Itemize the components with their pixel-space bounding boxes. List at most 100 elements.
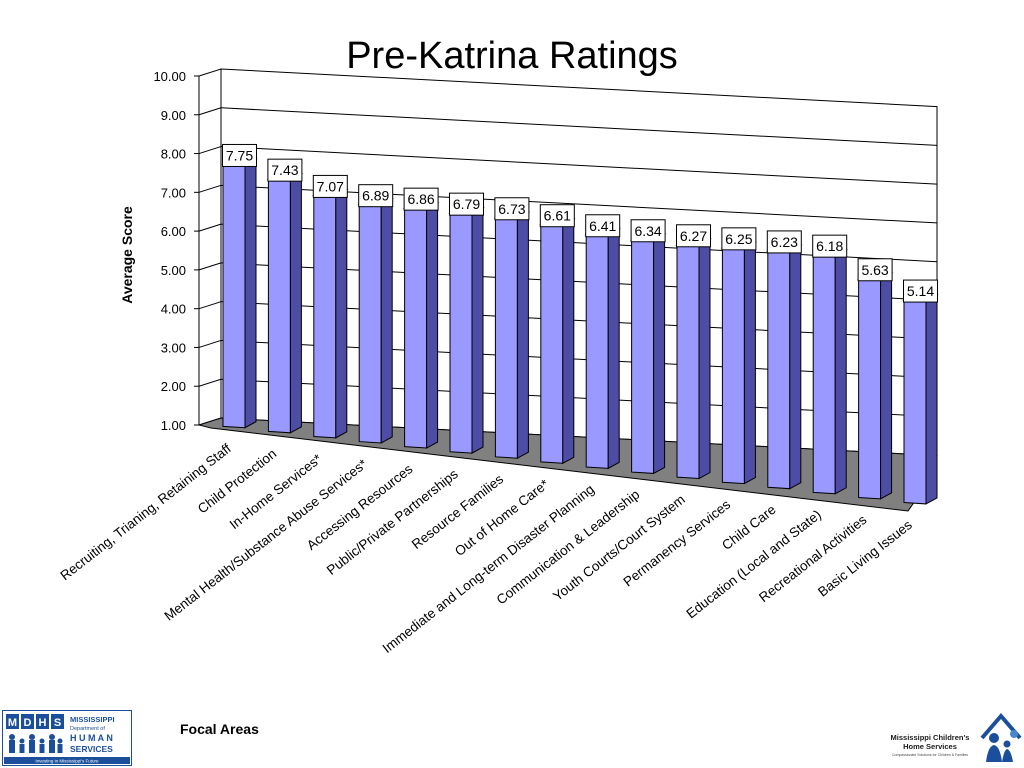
gridline-side [198, 262, 222, 271]
bar-side [834, 248, 847, 495]
data-label: 6.27 [680, 228, 707, 244]
mdhs-line-3: H U M A N [70, 733, 113, 743]
data-label: 6.23 [771, 234, 798, 250]
y-tick-label: 4.00 [161, 302, 186, 317]
y-tick-label: 9.00 [161, 108, 186, 123]
y-axis-title: Average Score [119, 206, 135, 304]
data-label: 6.41 [589, 218, 616, 234]
mdhs-letter: H [39, 717, 47, 729]
bar-side [653, 233, 666, 475]
data-label-box [312, 174, 348, 198]
mdhs-letter: S [54, 717, 61, 729]
house-family-icon [980, 712, 1022, 762]
bar [540, 224, 564, 464]
plot-area: 1.00 2.00 3.00 4.00 5.00 6.00 7.00 8.00 9.00 10.0… [57, 68, 939, 656]
data-label: 6.25 [725, 231, 752, 247]
bar [222, 163, 246, 429]
x-category-label: Out of Home Care* [452, 476, 552, 559]
x-category-label: Basic Living Issues [815, 517, 915, 600]
bar-side [471, 206, 484, 454]
bar [585, 234, 609, 469]
y-tick-label: 1.00 [161, 418, 186, 433]
bar-side [880, 272, 893, 500]
gridline-side [198, 146, 222, 155]
data-label: 7.07 [317, 178, 344, 194]
data-label-box [857, 258, 893, 282]
bar [494, 217, 518, 459]
mdhs-tagline: Investing in Mississippi's Future [35, 759, 99, 764]
bar [449, 212, 473, 454]
mdhs-letter-box [6, 714, 19, 729]
data-label-box [222, 143, 257, 167]
gridline-side [198, 301, 222, 310]
bar-side [426, 201, 439, 449]
bar [313, 194, 337, 439]
y-tick-label: 8.00 [161, 147, 186, 162]
data-label: 6.61 [544, 208, 571, 224]
data-label: 7.75 [226, 147, 253, 163]
data-label: 6.34 [634, 223, 661, 239]
mchs-tagline: Compassionate Solutions for Children & F… [892, 753, 968, 757]
data-label-box [676, 224, 711, 248]
data-label-box [585, 214, 621, 238]
mdhs-line-4: SERVICES [70, 744, 113, 754]
bar [631, 239, 655, 474]
bar-side [244, 158, 257, 429]
gridline-side [198, 378, 222, 387]
mdhs-letter: M [8, 717, 17, 729]
data-label-box [721, 227, 757, 251]
y-tick-label: 6.00 [161, 224, 186, 239]
data-label: 6.86 [407, 191, 434, 207]
bar-side [335, 189, 348, 439]
bar [767, 250, 791, 490]
data-label: 6.79 [453, 196, 480, 212]
gridline [220, 146, 938, 185]
bar [858, 278, 882, 500]
data-label: 5.14 [907, 283, 934, 299]
side-wall [198, 68, 222, 426]
mchs-line-2: Home Services [903, 742, 957, 751]
x-category-label: Resource Families [409, 471, 507, 552]
y-tick-label: 2.00 [161, 379, 186, 394]
gridline-side [198, 223, 222, 232]
x-category-label: In-Home Services* [227, 451, 326, 533]
mdhs-letter-box [36, 714, 49, 729]
mdhs-line-1: MISSISSIPPI [70, 715, 115, 724]
gridline-side [198, 184, 222, 193]
bar-side [698, 238, 711, 480]
bar-side [516, 211, 529, 460]
data-label-box [903, 279, 938, 303]
family-figures-icon [9, 734, 63, 753]
data-label: 7.43 [271, 162, 298, 178]
bar [812, 254, 836, 495]
bar [721, 247, 745, 485]
data-label-box [630, 219, 666, 243]
bar-side [562, 218, 575, 465]
bar-side [743, 241, 756, 485]
data-label-box [539, 204, 575, 228]
bar [267, 178, 291, 434]
y-tick-label: 3.00 [161, 340, 186, 355]
chart-title: Pre-Katrina Ratings [346, 35, 678, 77]
bar [404, 207, 428, 449]
bar [903, 299, 927, 505]
bar [676, 244, 700, 480]
bar-side [925, 293, 938, 505]
bar-side [607, 228, 620, 470]
y-tick-label: 5.00 [161, 263, 186, 278]
data-label-box [358, 184, 394, 208]
mchs-line-1: Mississippi Children's [891, 733, 970, 742]
data-label: 6.73 [498, 201, 525, 217]
gridline-side [198, 339, 222, 348]
data-label-box [766, 230, 802, 254]
mdhs-letter-box [21, 714, 34, 729]
y-tick-label: 10.00 [153, 69, 186, 84]
data-label: 6.18 [816, 238, 843, 254]
x-axis-title: Focal Areas [180, 721, 259, 737]
mdhs-letter-box [51, 714, 64, 729]
mdhs-line-2: Department of [70, 726, 105, 732]
mchs-logo: Mississippi Children's Home Services Com… [891, 712, 1022, 762]
